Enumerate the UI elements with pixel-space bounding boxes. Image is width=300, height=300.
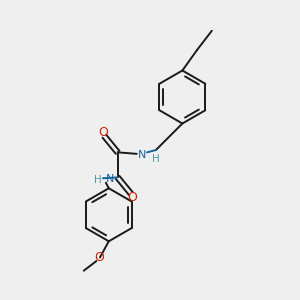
Text: O: O xyxy=(94,251,104,264)
Text: N: N xyxy=(138,150,146,160)
Text: N: N xyxy=(106,174,114,184)
Text: H: H xyxy=(94,175,102,185)
Text: H: H xyxy=(152,154,160,164)
Text: O: O xyxy=(128,190,137,204)
Text: O: O xyxy=(98,126,108,139)
